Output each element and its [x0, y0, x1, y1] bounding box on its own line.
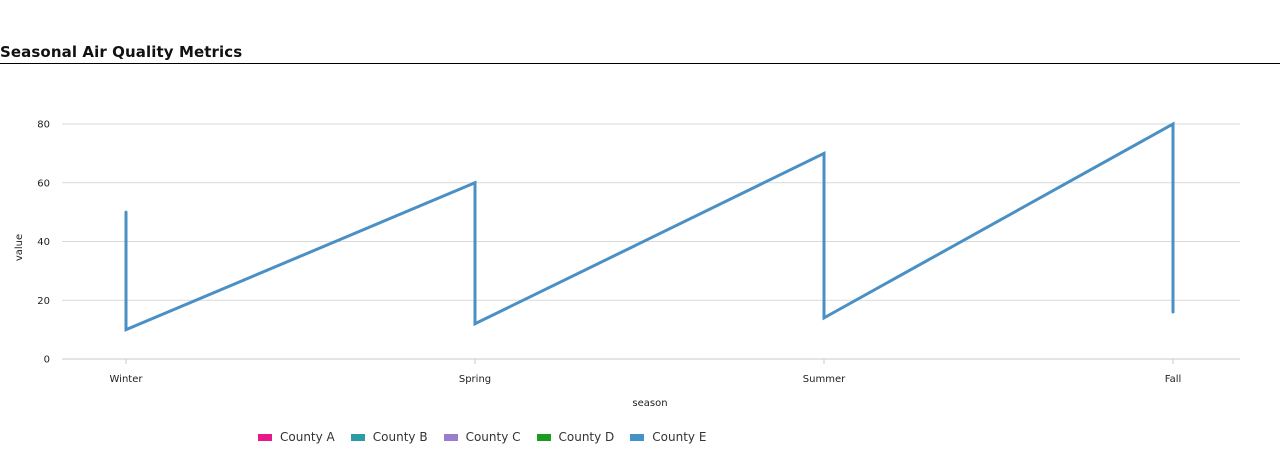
y-tick-label-40: 40: [37, 237, 50, 248]
y-tick-label-20: 20: [37, 296, 50, 307]
x-tick-label-summer: Summer: [803, 374, 846, 385]
chart-title: Seasonal Air Quality Metrics: [0, 43, 243, 61]
series-line: [124, 121, 1175, 332]
y-axis-label: value: [14, 234, 25, 261]
labels: 0 20 40 60 80 Winter Spring Summer Fall season val…: [14, 120, 1181, 410]
title-divider: [0, 63, 1280, 64]
x-axis-label: season: [632, 398, 667, 409]
data-point-0: [124, 210, 128, 214]
data-point-7: [1171, 310, 1175, 314]
data-point-4: [822, 151, 826, 155]
legend: County A County B County C County D County E: [258, 430, 722, 444]
x-tick-label-spring: Spring: [459, 374, 491, 385]
legend-item-county-b[interactable]: County B: [350, 430, 428, 444]
legend-swatch: [536, 433, 551, 441]
legend-label: County E: [652, 430, 707, 444]
legend-item-county-a[interactable]: County A: [258, 430, 335, 444]
x-tick-label-fall: Fall: [1165, 374, 1182, 385]
series-layer: [124, 121, 1175, 332]
y-tick-label-0: 0: [44, 355, 50, 366]
axes: [125, 359, 1174, 364]
data-point-3: [473, 322, 477, 326]
data-point-6: [1171, 122, 1175, 126]
legend-swatch: [443, 433, 458, 441]
legend-swatch: [258, 433, 272, 441]
legend-item-county-d[interactable]: County D: [536, 430, 615, 444]
data-point-1: [124, 328, 128, 332]
legend-label: County B: [372, 430, 428, 444]
y-tick-label-60: 60: [37, 178, 50, 189]
legend-swatch: [630, 433, 645, 441]
y-tick-label-80: 80: [37, 120, 50, 131]
legend-swatch: [350, 433, 365, 441]
line-chart: 0 20 40 60 80 Winter Spring Summer Fall season val…: [14, 120, 1240, 410]
x-tick-label-winter: Winter: [110, 374, 144, 385]
legend-item-county-c[interactable]: County C: [443, 430, 521, 444]
legend-label: County D: [558, 430, 615, 444]
data-point-5: [822, 316, 826, 320]
gridlines: [62, 123, 1240, 360]
legend-label: County C: [465, 430, 521, 444]
legend-label: County A: [280, 430, 335, 444]
data-point-2: [473, 181, 477, 185]
legend-item-county-e[interactable]: County E: [630, 430, 706, 444]
